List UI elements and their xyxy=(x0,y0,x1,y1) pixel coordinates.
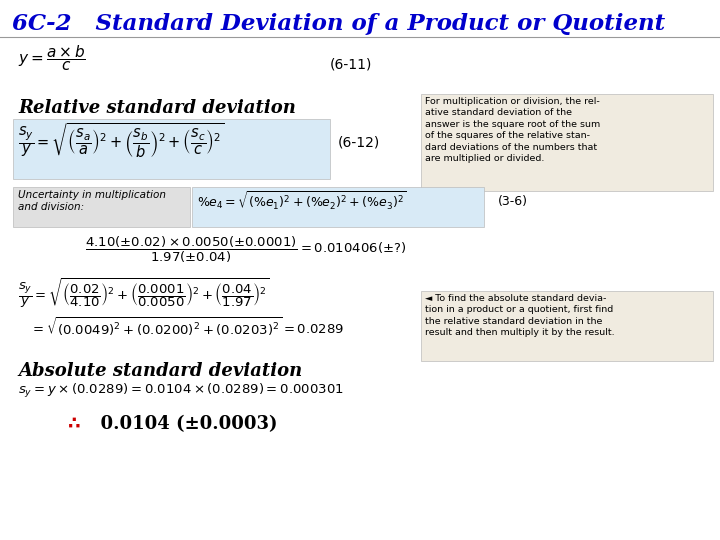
Text: (6-12): (6-12) xyxy=(338,135,380,149)
Text: $\dfrac{4.10(\pm 0.02) \times 0.0050(\pm 0.0001)}{1.97(\pm 0.04)} = 0.010406(\pm: $\dfrac{4.10(\pm 0.02) \times 0.0050(\pm… xyxy=(85,235,406,265)
Text: (3-6): (3-6) xyxy=(498,195,528,208)
Text: $\%e_4 = \sqrt{(\%e_1)^2 + (\%e_2)^2 + (\%e_3)^2}$: $\%e_4 = \sqrt{(\%e_1)^2 + (\%e_2)^2 + (… xyxy=(197,190,407,212)
Text: ∴: ∴ xyxy=(68,415,81,433)
Text: $\dfrac{s_y}{y} = \sqrt{\left(\dfrac{0.02}{4.10}\right)^2 + \left(\dfrac{0.0001}: $\dfrac{s_y}{y} = \sqrt{\left(\dfrac{0.0… xyxy=(18,276,270,310)
FancyBboxPatch shape xyxy=(421,291,713,361)
Text: $= \sqrt{(0.0049)^2 + (0.0200)^2 + (0.0203)^2} = 0.0289$: $= \sqrt{(0.0049)^2 + (0.0200)^2 + (0.02… xyxy=(30,316,344,338)
Text: For multiplication or division, the rel-
ative standard deviation of the
answer : For multiplication or division, the rel-… xyxy=(425,97,600,163)
Text: 0.0104 (±0.0003): 0.0104 (±0.0003) xyxy=(88,415,277,433)
Text: 6C-2   Standard Deviation of a Product or Quotient: 6C-2 Standard Deviation of a Product or … xyxy=(12,13,665,35)
FancyBboxPatch shape xyxy=(192,187,484,227)
Text: Absolute standard deviation: Absolute standard deviation xyxy=(18,362,302,380)
FancyBboxPatch shape xyxy=(421,94,713,191)
FancyBboxPatch shape xyxy=(13,119,330,179)
Text: Relative standard deviation: Relative standard deviation xyxy=(18,99,296,117)
Text: $y = \dfrac{a \times b}{c}$: $y = \dfrac{a \times b}{c}$ xyxy=(18,43,86,73)
Text: (6-11): (6-11) xyxy=(330,57,372,71)
Text: Uncertainty in multiplication
and division:: Uncertainty in multiplication and divisi… xyxy=(18,190,166,212)
Text: $\dfrac{s_y}{y} = \sqrt{\left(\dfrac{s_a}{a}\right)^2 + \left(\dfrac{s_b}{b}\rig: $\dfrac{s_y}{y} = \sqrt{\left(\dfrac{s_a… xyxy=(18,122,225,160)
Text: ◄ To find the absolute standard devia-
tion in a product or a quotient, first fi: ◄ To find the absolute standard devia- t… xyxy=(425,294,615,338)
FancyBboxPatch shape xyxy=(13,187,190,227)
Text: $s_y = y \times (0.0289) = 0.0104 \times (0.0289) = 0.000301$: $s_y = y \times (0.0289) = 0.0104 \times… xyxy=(18,382,343,400)
